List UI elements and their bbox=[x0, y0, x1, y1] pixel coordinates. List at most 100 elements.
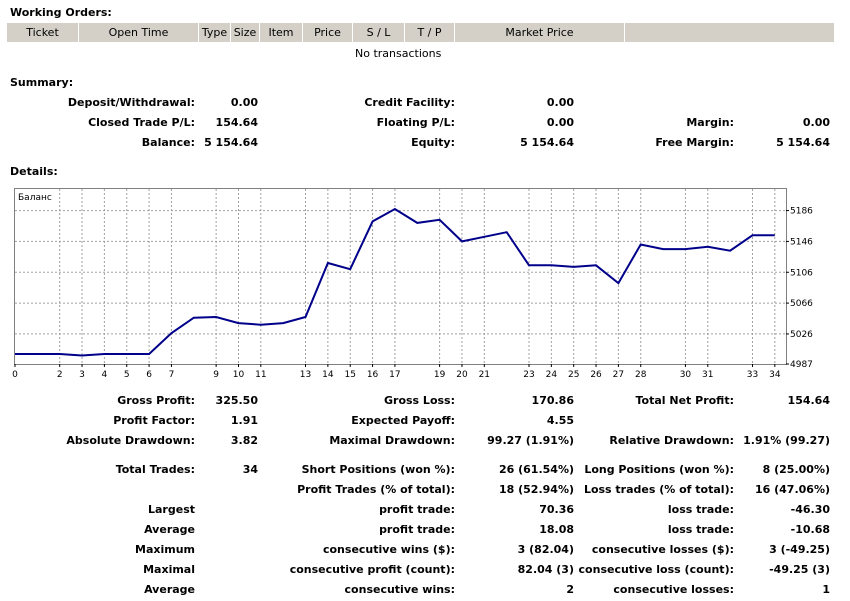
column-header-type[interactable]: Type bbox=[199, 23, 231, 42]
column-header-open-time[interactable]: Open Time bbox=[79, 23, 199, 42]
expected-payoff-value: 4.55 bbox=[546, 414, 574, 427]
maximal-loss-label: consecutive loss (count): bbox=[578, 563, 734, 576]
equity-value: 5 154.64 bbox=[520, 136, 574, 149]
profit-factor-label: Profit Factor: bbox=[113, 414, 195, 427]
column-header-tp[interactable]: T / P bbox=[405, 23, 455, 42]
total-net-profit-value: 154.64 bbox=[787, 394, 830, 407]
column-header-item[interactable]: Item bbox=[260, 23, 303, 42]
loss-trades-label: Loss trades (% of total): bbox=[583, 483, 734, 496]
y-tick-label: 4987 bbox=[790, 360, 813, 370]
y-tick-label: 5106 bbox=[790, 268, 813, 278]
average-consecutive-wins-label: consecutive wins: bbox=[344, 583, 455, 596]
no-transactions-text: No transactions bbox=[355, 47, 442, 60]
x-tick-label: 31 bbox=[702, 370, 713, 380]
equity-label: Equity: bbox=[411, 136, 455, 149]
x-tick-label: 19 bbox=[434, 370, 446, 380]
x-tick-label: 13 bbox=[300, 370, 311, 380]
y-tick-label: 5066 bbox=[790, 299, 813, 309]
x-tick-label: 17 bbox=[389, 370, 400, 380]
profit-trades-label: Profit Trades (% of total): bbox=[297, 483, 455, 496]
deposit-withdrawal-label: Deposit/Withdrawal: bbox=[67, 96, 195, 109]
largest-loss-label: loss trade: bbox=[667, 503, 734, 516]
x-tick-label: 24 bbox=[546, 370, 558, 380]
gross-profit-value: 325.50 bbox=[215, 394, 258, 407]
relative-drawdown-label: Relative Drawdown: bbox=[609, 434, 734, 447]
profit-trades-value: 18 (52.94%) bbox=[498, 483, 574, 496]
maximal-profit-value: 82.04 (3) bbox=[517, 563, 574, 576]
maximum-losses-label: consecutive losses ($): bbox=[591, 543, 734, 556]
profit-factor-value: 1.91 bbox=[230, 414, 258, 427]
relative-drawdown-value: 1.91% (99.27) bbox=[743, 434, 830, 447]
largest-profit-label: profit trade: bbox=[379, 503, 455, 516]
gross-loss-label: Gross Loss: bbox=[384, 394, 455, 407]
column-header-ticket[interactable]: Ticket bbox=[7, 23, 79, 42]
total-trades-label: Total Trades: bbox=[115, 463, 195, 476]
total-net-profit-label: Total Net Profit: bbox=[635, 394, 735, 407]
details-title: Details: bbox=[10, 165, 58, 178]
maximum-wins-label: consecutive wins ($): bbox=[322, 543, 455, 556]
average-loss-label: loss trade: bbox=[667, 523, 734, 536]
floating-pl-label: Floating P/L: bbox=[376, 116, 455, 129]
x-tick-label: 28 bbox=[635, 370, 647, 380]
summary-title: Summary: bbox=[10, 76, 74, 89]
maximal-loss-value: -49.25 (3) bbox=[769, 563, 830, 576]
x-tick-label: 14 bbox=[322, 370, 334, 380]
column-header-market-price[interactable]: Market Price bbox=[455, 23, 625, 42]
margin-label: Margin: bbox=[686, 116, 734, 129]
x-tick-label: 21 bbox=[479, 370, 490, 380]
x-tick-label: 0 bbox=[12, 370, 18, 380]
balance-value: 5 154.64 bbox=[204, 136, 258, 149]
x-tick-label: 30 bbox=[680, 370, 692, 380]
y-tick-label: 5146 bbox=[790, 237, 813, 247]
x-tick-label: 23 bbox=[523, 370, 534, 380]
x-tick-label: 11 bbox=[255, 370, 266, 380]
column-header-price[interactable]: Price bbox=[303, 23, 353, 42]
maximal-drawdown-label: Maximal Drawdown: bbox=[329, 434, 455, 447]
x-tick-label: 15 bbox=[344, 370, 355, 380]
expected-payoff-label: Expected Payoff: bbox=[351, 414, 455, 427]
x-tick-label: 34 bbox=[769, 370, 781, 380]
gross-profit-label: Gross Profit: bbox=[117, 394, 195, 407]
column-header-size[interactable]: Size bbox=[231, 23, 260, 42]
deposit-withdrawal-value: 0.00 bbox=[230, 96, 258, 109]
gross-loss-value: 170.86 bbox=[531, 394, 574, 407]
y-tick-label: 5186 bbox=[790, 207, 813, 217]
absolute-drawdown-label: Absolute Drawdown: bbox=[66, 434, 195, 447]
working-orders-title: Working Orders: bbox=[10, 6, 112, 19]
x-tick-label: 20 bbox=[456, 370, 468, 380]
chart-title: Баланс bbox=[18, 193, 52, 203]
largest-loss-value: -46.30 bbox=[790, 503, 830, 516]
x-tick-label: 5 bbox=[124, 370, 130, 380]
credit-facility-label: Credit Facility: bbox=[364, 96, 455, 109]
average-consecutive-label: Average bbox=[144, 583, 195, 596]
short-positions-value: 26 (61.54%) bbox=[498, 463, 574, 476]
maximum-losses-value: 3 (-49.25) bbox=[769, 543, 830, 556]
margin-value: 0.00 bbox=[802, 116, 830, 129]
working-orders-table-header: Ticket Open Time Type Size Item Price S … bbox=[7, 23, 834, 42]
maximum-wins-value: 3 (82.04) bbox=[517, 543, 574, 556]
maximal-drawdown-value: 99.27 (1.91%) bbox=[487, 434, 574, 447]
x-tick-label: 26 bbox=[590, 370, 602, 380]
average-profit-label: profit trade: bbox=[379, 523, 455, 536]
absolute-drawdown-value: 3.82 bbox=[230, 434, 258, 447]
largest-profit-value: 70.36 bbox=[539, 503, 574, 516]
average-consecutive-losses-value: 1 bbox=[822, 583, 830, 596]
y-tick-label: 5026 bbox=[790, 330, 813, 340]
column-header-sl[interactable]: S / L bbox=[353, 23, 405, 42]
x-tick-label: 6 bbox=[146, 370, 152, 380]
column-header-extra[interactable] bbox=[625, 23, 834, 42]
average-label: Average bbox=[144, 523, 195, 536]
x-tick-label: 9 bbox=[213, 370, 219, 380]
x-tick-label: 25 bbox=[568, 370, 579, 380]
x-tick-label: 33 bbox=[747, 370, 758, 380]
average-loss-value: -10.68 bbox=[790, 523, 830, 536]
x-tick-label: 27 bbox=[613, 370, 624, 380]
series-line-balance bbox=[15, 207, 775, 357]
short-positions-label: Short Positions (won %): bbox=[301, 463, 455, 476]
balance-label: Balance: bbox=[141, 136, 195, 149]
chart-plot-area bbox=[14, 188, 787, 365]
closed-trade-pl-value: 154.64 bbox=[215, 116, 258, 129]
maximum-label: Maximum bbox=[135, 543, 195, 556]
